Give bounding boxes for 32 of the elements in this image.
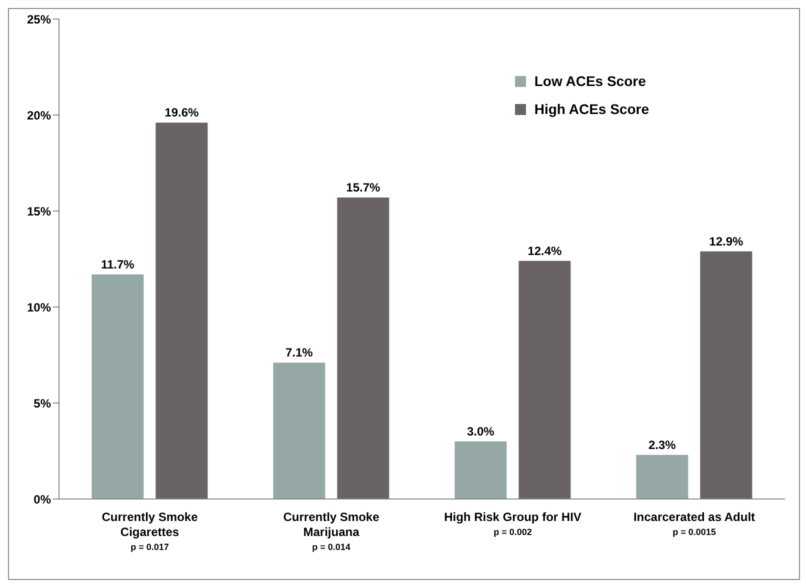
bar: [273, 362, 326, 499]
bar: [92, 274, 144, 499]
x-tick-label: Currently Smoke Cigarettes: [102, 510, 198, 539]
bar: [454, 441, 507, 499]
bar: [518, 260, 571, 499]
data-label: 7.1%: [285, 346, 314, 360]
data-label: 2.3%: [648, 438, 676, 452]
text: p = 0.0015: [672, 527, 716, 537]
x-tick-label: Incarcerated as Adult: [633, 510, 756, 524]
y-tick-label: 20%: [26, 108, 52, 122]
legend-label: Low ACEs Score: [534, 73, 646, 89]
x-tick-label: High Risk Group for HIV: [444, 510, 582, 524]
text: p = 0.002: [494, 527, 532, 537]
y-tick-label: 25%: [26, 12, 52, 26]
data-label: 3.0%: [466, 424, 495, 438]
data-label: 12.9%: [709, 234, 744, 248]
y-tick-label: 10%: [26, 300, 52, 314]
data-label: 12.4%: [528, 244, 562, 258]
y-tick-label: 5%: [34, 396, 52, 410]
text: p = 0.014: [312, 542, 350, 552]
text: p = 0.017: [130, 542, 169, 552]
y-tick-label: 15%: [26, 204, 52, 218]
bar: [636, 454, 688, 499]
x-tick-label: Currently Smoke Marijuana: [283, 510, 380, 539]
data-label: 19.6%: [164, 106, 200, 120]
data-label: 15.7%: [346, 180, 381, 195]
legend-label: High ACEs Score: [534, 101, 649, 117]
bar: [700, 251, 752, 499]
bar: [337, 198, 390, 499]
y-tick-label: 0%: [34, 492, 52, 506]
data-label: 11.7%: [100, 257, 135, 272]
bar: [156, 122, 208, 499]
